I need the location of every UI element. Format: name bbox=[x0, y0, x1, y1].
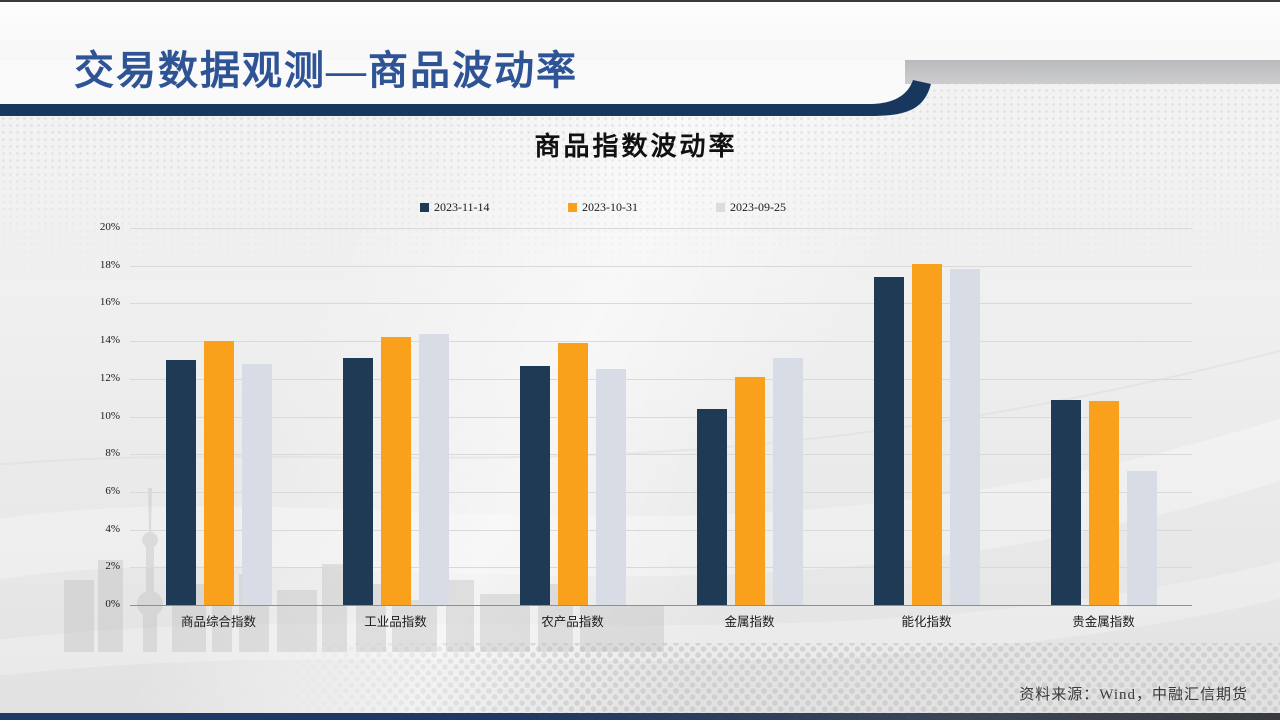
bar-group-能化指数 bbox=[838, 263, 1015, 605]
legend-item-2023-10-31: 2023-10-31 bbox=[568, 200, 716, 215]
legend-swatch bbox=[568, 203, 577, 212]
x-tick-label: 能化指数 bbox=[901, 615, 952, 629]
header-gray-band bbox=[905, 60, 1280, 84]
y-tick-label: 12% bbox=[99, 371, 120, 384]
page-title: 交易数据观测—商品波动率 bbox=[74, 48, 578, 93]
legend-label: 2023-11-14 bbox=[434, 200, 490, 214]
y-tick-label: 14% bbox=[99, 334, 120, 347]
bar-group-工业品指数 bbox=[307, 333, 484, 605]
bar-2023-10-31-商品综合指数 bbox=[203, 341, 234, 605]
chart-title: 商品指数波动率 bbox=[534, 132, 738, 161]
bar-2023-11-14-能化指数 bbox=[873, 277, 904, 605]
bar-2023-11-14-商品综合指数 bbox=[165, 359, 196, 605]
legend-label: 2023-10-31 bbox=[582, 200, 638, 214]
gridline bbox=[130, 303, 1192, 305]
x-tick-label: 农产品指数 bbox=[541, 615, 604, 629]
bar-2023-09-25-金属指数 bbox=[772, 358, 803, 605]
bar-2023-09-25-工业品指数 bbox=[418, 333, 449, 605]
legend-swatch bbox=[420, 203, 429, 212]
bar-2023-09-25-贵金属指数 bbox=[1126, 471, 1157, 605]
gridline bbox=[130, 491, 1192, 493]
y-tick-label: 4% bbox=[105, 522, 120, 535]
bar-group-农产品指数 bbox=[484, 343, 661, 605]
title-divider-bar bbox=[0, 80, 931, 116]
y-tick-label: 16% bbox=[99, 296, 120, 309]
gridline bbox=[130, 454, 1192, 456]
legend-item-2023-09-25: 2023-09-25 bbox=[716, 200, 864, 215]
header-band-left bbox=[0, 60, 916, 105]
slide-top-edge bbox=[0, 0, 1280, 2]
header-band bbox=[0, 0, 1280, 62]
y-tick-label: 20% bbox=[99, 221, 120, 233]
bar-2023-11-14-工业品指数 bbox=[342, 358, 373, 605]
x-tick-label: 商品综合指数 bbox=[180, 615, 256, 629]
y-tick-label: 10% bbox=[99, 409, 120, 422]
bar-group-商品综合指数 bbox=[130, 341, 307, 605]
gridline bbox=[130, 265, 1192, 267]
gridline bbox=[130, 341, 1192, 343]
bar-2023-11-14-贵金属指数 bbox=[1050, 399, 1081, 605]
bar-group-贵金属指数 bbox=[1015, 399, 1192, 605]
chart-legend: 2023-11-14 2023-10-31 2023-09-25 bbox=[420, 200, 864, 215]
gridline bbox=[130, 378, 1192, 380]
bar-2023-09-25-能化指数 bbox=[949, 269, 980, 605]
gridline bbox=[130, 416, 1192, 418]
bar-2023-09-25-商品综合指数 bbox=[241, 363, 272, 605]
x-tick-label: 工业品指数 bbox=[364, 615, 427, 629]
bar-2023-10-31-贵金属指数 bbox=[1088, 401, 1119, 605]
gridline bbox=[130, 567, 1192, 569]
y-tick-label: 18% bbox=[99, 258, 120, 271]
source-note: 资料来源：Wind，中融汇信期货 bbox=[1019, 687, 1248, 703]
bar-2023-09-25-农产品指数 bbox=[595, 369, 626, 605]
bar-2023-10-31-能化指数 bbox=[911, 263, 942, 605]
y-axis-labels: 0% 2% 4% 6% 8% 10% 12% 14% 16% 18% 20% bbox=[58, 221, 120, 610]
x-tick-label: 金属指数 bbox=[724, 615, 775, 629]
bar-2023-10-31-农产品指数 bbox=[557, 343, 588, 605]
hexagon-dot-pattern bbox=[280, 643, 1280, 715]
legend-item-2023-11-14: 2023-11-14 bbox=[420, 200, 568, 215]
legend-swatch bbox=[716, 203, 725, 212]
slide-bottom-strip bbox=[0, 713, 1280, 720]
bar-2023-10-31-金属指数 bbox=[734, 376, 765, 605]
y-tick-label: 2% bbox=[105, 560, 120, 573]
y-tick-label: 6% bbox=[105, 484, 120, 497]
bar-2023-11-14-农产品指数 bbox=[519, 365, 550, 605]
bar-group-金属指数 bbox=[661, 358, 838, 605]
y-tick-label: 0% bbox=[105, 598, 120, 610]
plot-area bbox=[130, 228, 1192, 606]
gridline bbox=[130, 529, 1192, 531]
x-axis-labels: 商品综合指数 工业品指数 农产品指数 金属指数 能化指数 贵金属指数 bbox=[130, 611, 1192, 633]
bar-2023-10-31-工业品指数 bbox=[380, 337, 411, 605]
legend-label: 2023-09-25 bbox=[730, 200, 786, 214]
y-tick-label: 8% bbox=[105, 447, 120, 460]
bar-2023-11-14-金属指数 bbox=[696, 408, 727, 605]
x-tick-label: 贵金属指数 bbox=[1072, 615, 1135, 629]
gridline bbox=[130, 228, 1192, 229]
x-axis-line bbox=[130, 605, 1192, 606]
